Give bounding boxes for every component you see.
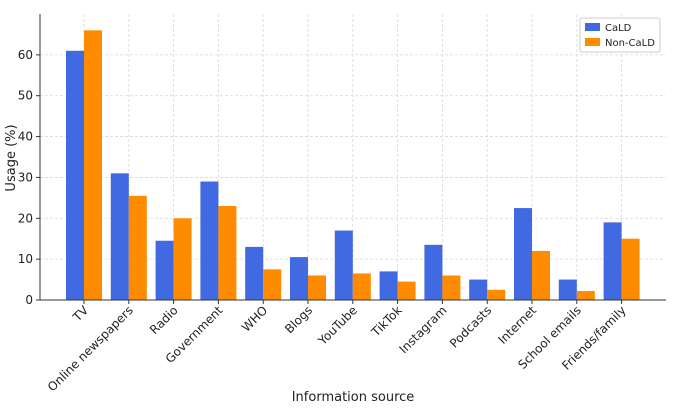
x-tick-label-podcasts: Podcasts: [447, 303, 494, 350]
x-tick-label-blogs: Blogs: [282, 303, 315, 336]
bar-non-cald-radio: [173, 218, 192, 300]
bar-cald-blogs: [290, 257, 308, 300]
y-axis-label: Usage (%): [4, 124, 19, 191]
x-tick-label-instagram: Instagram: [396, 303, 449, 356]
bar-non-cald-tiktok: [397, 281, 416, 300]
x-tick-label-tv: TV: [70, 303, 92, 325]
x-tick-label-tiktok: TikTok: [368, 303, 405, 340]
legend-swatch-non-cald: [585, 38, 600, 46]
x-tick-label-online-newspapers: Online newspapers: [45, 303, 136, 394]
x-tick-label-radio: Radio: [147, 303, 181, 337]
bar-cald-radio: [155, 240, 174, 300]
y-tick-label: 60: [18, 48, 33, 62]
bar-non-cald-government: [218, 206, 237, 300]
y-tick-label: 10: [18, 252, 33, 266]
bar-cald-youtube: [334, 230, 353, 300]
bar-non-cald-blogs: [308, 275, 326, 300]
bar-non-cald-tv: [84, 30, 102, 300]
y-tick-label: 40: [18, 130, 33, 144]
y-tick-label: 50: [18, 89, 33, 103]
bar-cald-tv: [66, 50, 84, 301]
bar-non-cald-instagram: [442, 275, 461, 300]
bar-cald-tiktok: [379, 271, 398, 300]
bar-cald-online-newspapers: [110, 173, 129, 300]
y-tick-label: 0: [25, 293, 33, 307]
x-axis-label: Information source: [292, 390, 415, 405]
y-tick-label: 30: [18, 170, 33, 184]
legend-label-cald: CaLD: [605, 23, 632, 34]
bar-non-cald-internet: [532, 250, 550, 300]
legend-swatch-cald: [585, 23, 600, 31]
bar-non-cald-friends-family: [621, 238, 640, 300]
bar-non-cald-podcasts: [487, 289, 506, 300]
bar-cald-government: [200, 181, 219, 300]
bar-cald-instagram: [424, 244, 443, 300]
bar-cald-friends-family: [603, 222, 622, 300]
x-tick-label-internet: Internet: [496, 303, 540, 347]
bar-non-cald-online-newspapers: [128, 195, 147, 300]
bar-cald-who: [245, 246, 264, 300]
bar-non-cald-who: [263, 269, 282, 300]
bar-cald-podcasts: [469, 279, 488, 300]
bar-non-cald-school-emails: [576, 291, 595, 300]
y-ticks: 0 10 20 30 40 50 60: [18, 48, 40, 307]
bars: [66, 30, 640, 301]
bar-cald-school-emails: [558, 279, 577, 300]
bar-cald-internet: [514, 208, 532, 300]
x-tick-label-youtube: YouTube: [315, 303, 360, 348]
legend-label-non-cald: Non-CaLD: [605, 38, 655, 49]
legend: CaLD Non-CaLD: [579, 17, 661, 53]
bar-non-cald-youtube: [352, 273, 371, 300]
y-tick-label: 20: [18, 211, 33, 225]
x-tick-label-who: WHO: [239, 303, 270, 334]
